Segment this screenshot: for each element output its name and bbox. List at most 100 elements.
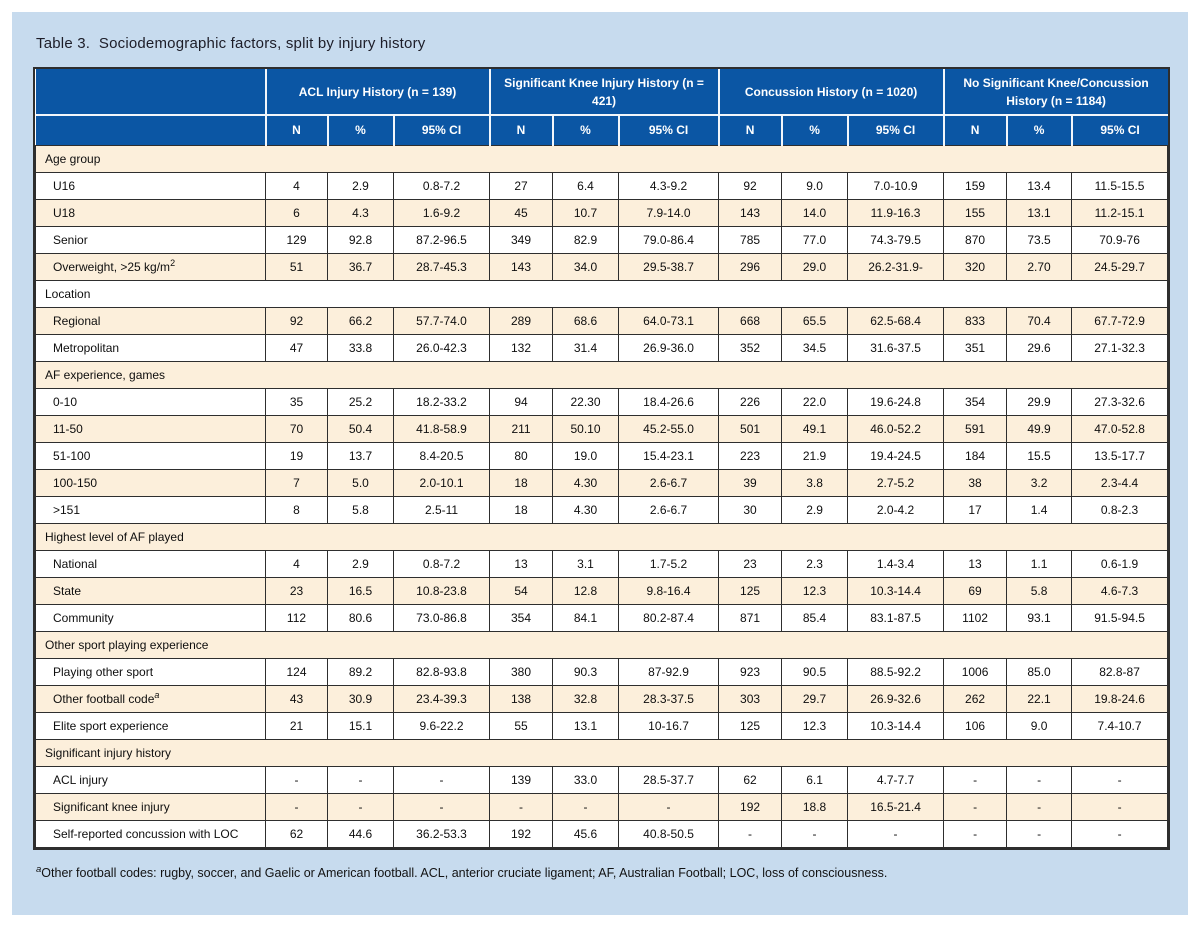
col-header-pct: % bbox=[551, 115, 619, 145]
group-header-acl: ACL Injury History (n = 139) bbox=[264, 69, 490, 116]
cell-value: 50.10 bbox=[552, 414, 620, 443]
cell-value: 4.3 bbox=[327, 198, 394, 227]
cell-value: 13 bbox=[943, 549, 1008, 578]
cell-value: 13.1 bbox=[552, 711, 620, 740]
cell-value: 49.1 bbox=[781, 414, 849, 443]
cell-value: 32.8 bbox=[552, 684, 620, 713]
cell-value: 10.3-14.4 bbox=[847, 576, 945, 605]
cell-value: 2.3 bbox=[781, 549, 849, 578]
col-header-ci: 95% CI bbox=[846, 115, 944, 145]
cell-value: 30 bbox=[718, 495, 783, 524]
cell-value: 289 bbox=[489, 306, 554, 335]
cell-value: 43 bbox=[265, 684, 328, 713]
cell-value: - bbox=[392, 765, 491, 794]
cell-value: 223 bbox=[718, 441, 783, 470]
table-row: 51-100 19 13.7 8.4-20.5 80 19.0 15.4-23.1 223 21… bbox=[35, 441, 1169, 470]
cell-value: 18.2-33.2 bbox=[392, 387, 491, 416]
corner-cell-sub bbox=[35, 115, 266, 145]
section-row: Highest level of AF played bbox=[34, 522, 1169, 551]
cell-value: 159 bbox=[943, 171, 1008, 200]
cell-value: 68.6 bbox=[552, 306, 620, 335]
cell-value: 4.7-7.7 bbox=[847, 765, 945, 794]
cell-value: 870 bbox=[943, 225, 1008, 254]
cell-value: 785 bbox=[718, 225, 783, 254]
table-footnote: aOther football codes: rugby, soccer, an… bbox=[36, 863, 1166, 879]
cell-value: 70 bbox=[265, 414, 328, 443]
cell-value: 92 bbox=[265, 306, 328, 335]
cell-value: 4 bbox=[265, 549, 328, 578]
cell-value: 9.8-16.4 bbox=[618, 576, 720, 605]
row-label: Regional bbox=[35, 306, 266, 335]
cell-value: - bbox=[265, 765, 328, 794]
cell-value: 10.7 bbox=[552, 198, 620, 227]
cell-value: 17 bbox=[943, 495, 1008, 524]
cell-value: 5.8 bbox=[1006, 576, 1073, 605]
cell-value: 211 bbox=[489, 414, 554, 443]
cell-value: 155 bbox=[943, 198, 1008, 227]
cell-value: 88.5-92.2 bbox=[847, 657, 945, 686]
cell-value: 7 bbox=[265, 468, 328, 497]
cell-value: 184 bbox=[943, 441, 1008, 470]
cell-value: 18 bbox=[489, 468, 554, 497]
cell-value: 23 bbox=[718, 549, 783, 578]
table-row: Community 112 80.6 73.0-86.8 354 84.1 80.2-87.… bbox=[35, 603, 1169, 632]
cell-value: 349 bbox=[489, 225, 554, 254]
cell-value: 31.4 bbox=[552, 333, 620, 362]
cell-value: 92 bbox=[718, 171, 783, 200]
row-label: U16 bbox=[35, 171, 266, 200]
cell-value: - bbox=[489, 792, 554, 821]
cell-value: 34.5 bbox=[781, 333, 849, 362]
cell-value: - bbox=[1006, 819, 1073, 848]
col-header-ci: 95% CI bbox=[392, 115, 490, 145]
table-body: Age group U16 4 2.9 0.8-7.2 27 6.4 4.3-9.2 92 9.0… bbox=[34, 144, 1169, 848]
col-header-n: N bbox=[488, 115, 553, 145]
cell-value: 80 bbox=[489, 441, 554, 470]
cell-value: 3.1 bbox=[552, 549, 620, 578]
cell-value: 80.6 bbox=[327, 603, 394, 632]
section-row: AF experience, games bbox=[34, 360, 1169, 389]
cell-value: 129 bbox=[265, 225, 328, 254]
cell-value: 19.8-24.6 bbox=[1071, 684, 1169, 713]
cell-value: 77.0 bbox=[781, 225, 849, 254]
cell-value: 29.6 bbox=[1006, 333, 1073, 362]
cell-value: 19.4-24.5 bbox=[847, 441, 945, 470]
cell-value: 2.0-4.2 bbox=[847, 495, 945, 524]
cell-value: - bbox=[1071, 792, 1169, 821]
cell-value: 2.6-6.7 bbox=[618, 495, 720, 524]
cell-value: 62 bbox=[265, 819, 328, 848]
table-header: ACL Injury History (n = 139) Significant… bbox=[35, 69, 1168, 145]
col-header-ci: 95% CI bbox=[617, 115, 719, 145]
cell-value: 46.0-52.2 bbox=[847, 414, 945, 443]
cell-value: 5.0 bbox=[327, 468, 394, 497]
footnote-marker: a bbox=[36, 863, 42, 875]
cell-value: 19 bbox=[265, 441, 328, 470]
cell-value: 91.5-94.5 bbox=[1071, 603, 1169, 632]
section-row: Other sport playing experience bbox=[34, 630, 1169, 659]
cell-value: 40.8-50.5 bbox=[618, 819, 720, 848]
cell-value: 36.7 bbox=[327, 252, 394, 281]
cell-value: 65.5 bbox=[781, 306, 849, 335]
cell-value: 2.3-4.4 bbox=[1071, 468, 1169, 497]
group-header-no-history: No Significant Knee/Concussion History (… bbox=[942, 69, 1168, 116]
cell-value: 62 bbox=[718, 765, 783, 794]
cell-value: 87-92.9 bbox=[618, 657, 720, 686]
row-label: Community bbox=[35, 603, 266, 632]
cell-value: 16.5-21.4 bbox=[847, 792, 945, 821]
cell-value: 29.9 bbox=[1006, 387, 1073, 416]
cell-value: 112 bbox=[265, 603, 328, 632]
cell-value: 4.30 bbox=[552, 468, 620, 497]
cell-value: 27.1-32.3 bbox=[1071, 333, 1169, 362]
cell-value: 5.8 bbox=[327, 495, 394, 524]
row-label: National bbox=[35, 549, 266, 578]
table-row: Overweight, >25 kg/m2 51 36.7 28.7-45.3 143 3… bbox=[35, 252, 1169, 281]
cell-value: 49.9 bbox=[1006, 414, 1073, 443]
row-label: Other football codea bbox=[35, 684, 266, 713]
cell-value: 21.9 bbox=[781, 441, 849, 470]
cell-value: 501 bbox=[718, 414, 783, 443]
cell-value: 2.5-11 bbox=[392, 495, 491, 524]
cell-value: 143 bbox=[718, 198, 783, 227]
cell-value: 28.5-37.7 bbox=[618, 765, 720, 794]
cell-value: 6.1 bbox=[781, 765, 849, 794]
cell-value: 106 bbox=[943, 711, 1008, 740]
cell-value: 80.2-87.4 bbox=[618, 603, 720, 632]
